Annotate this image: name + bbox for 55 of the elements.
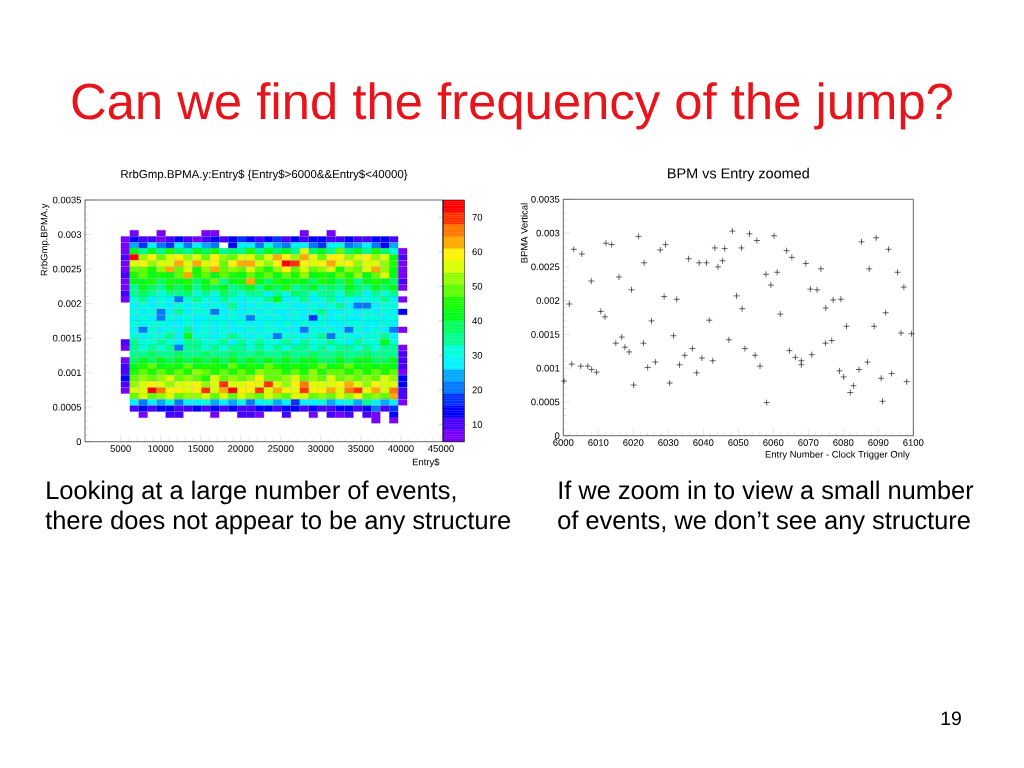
y-tick-label: 0.0025: [52, 265, 82, 273]
chart-title: BPM vs Entry zoomed: [668, 167, 809, 182]
x-tick-label: 6020: [623, 439, 644, 446]
y-tick-label: 0.0025: [531, 263, 560, 271]
x-tick-label: 6000: [553, 439, 574, 446]
y-tick-label: 0.003: [536, 229, 560, 237]
y-tick-label: 0.0005: [52, 403, 82, 411]
x-tick-label: 20000: [228, 445, 254, 452]
x-tick-label: 40000: [388, 445, 414, 452]
text: of events, we don’t see any structure: [558, 510, 970, 535]
y-axis-title: BPMA Vertical: [520, 203, 528, 263]
y-tick-label: 0.0035: [52, 196, 82, 204]
y-tick-label: 0.0005: [531, 398, 560, 406]
x-axis-title: Entry$: [412, 458, 440, 468]
x-tick-label: 6060: [763, 439, 784, 446]
x-tick-label: 10000: [148, 445, 174, 452]
x-tick-label: 6010: [588, 439, 609, 446]
x-tick-label: 6070: [798, 439, 819, 446]
x-tick-label: 6100: [903, 439, 924, 446]
text: 19: [941, 711, 961, 726]
x-tick-label: 6080: [833, 439, 854, 446]
y-tick-label: 0.002: [58, 300, 82, 307]
chart-title: RrbGmp.BPMA.y:Entry$ {Entry$>6000&&Entry$<40000}: [121, 169, 408, 181]
color-bar-label: 40: [472, 317, 483, 325]
y-axis-title: RrbGmp.BPMA.y: [40, 203, 50, 276]
x-tick-label: 15000: [188, 445, 214, 452]
y-tick-label: 0: [76, 438, 82, 446]
y-tick-label: 0.001: [536, 364, 560, 372]
y-tick-label: 0.0015: [531, 331, 560, 338]
x-tick-label: 25000: [268, 445, 294, 452]
text: If we zoom in to view a small number: [559, 480, 974, 500]
color-bar-label: 30: [472, 352, 483, 359]
x-tick-label: 35000: [348, 445, 374, 452]
y-tick-label: 0.0015: [52, 334, 82, 342]
x-tick-label: 45000: [428, 445, 454, 452]
x-tick-label: 6090: [868, 439, 889, 446]
text: Looking at a large number of events,: [47, 480, 456, 505]
color-bar-label: 50: [472, 282, 483, 290]
x-tick-label: 6050: [728, 439, 749, 446]
color-bar-label: 60: [472, 248, 483, 256]
text: there does not appear to be any structure: [45, 510, 511, 535]
x-tick-label: 5000: [110, 445, 131, 452]
y-tick-label: 0.001: [58, 369, 82, 376]
y-tick-label: 0.002: [536, 297, 560, 304]
x-tick-label: 6040: [693, 439, 714, 446]
x-tick-label: 6030: [658, 439, 679, 446]
y-tick-label: 0.003: [58, 231, 82, 238]
color-bar-label: 20: [472, 386, 483, 394]
x-tick-label: 30000: [308, 445, 334, 452]
y-tick-label: 0.0035: [531, 195, 560, 203]
x-axis-title: Entry Number - Clock Trigger Only: [765, 450, 910, 460]
color-bar-label: 10: [472, 421, 483, 428]
y-tick-label: 0: [554, 432, 560, 440]
text: Can we find the frequency of the jump?: [72, 82, 952, 130]
color-bar-label: 70: [472, 213, 483, 221]
